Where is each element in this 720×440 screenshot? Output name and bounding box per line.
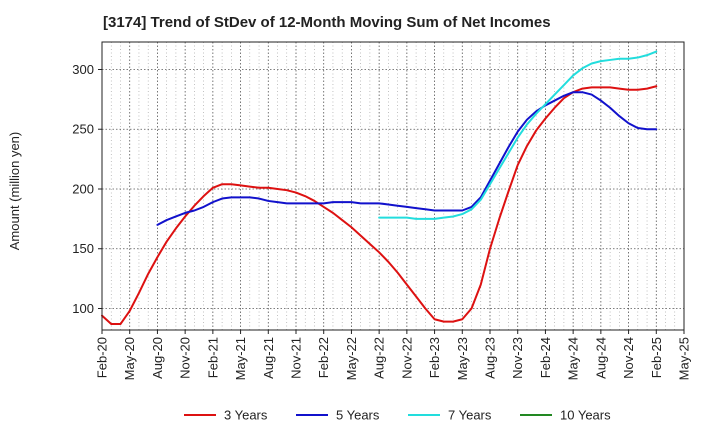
x-tick-label: Feb-24 bbox=[538, 337, 553, 378]
x-tick-label: May-24 bbox=[566, 337, 581, 380]
y-tick-label: 150 bbox=[72, 241, 94, 256]
x-tick-label: Aug-23 bbox=[483, 337, 498, 379]
y-tick-label: 300 bbox=[72, 62, 94, 77]
x-axis: Feb-20 May-20 Aug-20 Nov-20 Feb-21 May-21 Aug-… bbox=[95, 330, 692, 380]
x-tick-label: Feb-20 bbox=[95, 337, 110, 378]
series-line-5-years bbox=[156, 91, 658, 226]
x-tick-label: Aug-22 bbox=[372, 337, 387, 379]
x-tick-label: Nov-23 bbox=[510, 337, 525, 379]
legend-label: 3 Years bbox=[224, 408, 268, 423]
x-tick-label: May-25 bbox=[677, 337, 692, 380]
series-layer bbox=[101, 50, 658, 326]
x-tick-label: Nov-22 bbox=[399, 337, 414, 379]
x-tick-label: Aug-24 bbox=[593, 337, 608, 379]
y-tick-label: 200 bbox=[72, 181, 94, 196]
x-tick-label: May-23 bbox=[455, 337, 470, 380]
x-tick-label: Feb-25 bbox=[649, 337, 664, 378]
x-tick-label: May-22 bbox=[344, 337, 359, 380]
x-tick-label: Aug-21 bbox=[261, 337, 276, 379]
legend: 3 Years 5 Years 7 Years 10 Years bbox=[184, 408, 611, 423]
plot-frame bbox=[101, 41, 685, 331]
x-tick-label: Nov-20 bbox=[178, 337, 193, 379]
legend-label: 5 Years bbox=[336, 408, 380, 423]
chart-title: [3174] Trend of StDev of 12-Month Moving… bbox=[103, 14, 551, 31]
series-line-3-years bbox=[101, 85, 658, 326]
x-tick-label: Nov-24 bbox=[621, 337, 636, 379]
x-tick-label: Feb-23 bbox=[427, 337, 442, 378]
x-tick-label: Feb-22 bbox=[316, 337, 331, 378]
legend-label: 7 Years bbox=[448, 408, 492, 423]
x-tick-label: Feb-21 bbox=[205, 337, 220, 378]
x-tick-label: Aug-20 bbox=[150, 337, 165, 379]
series-line-7-years bbox=[378, 50, 658, 220]
y-tick-label: 100 bbox=[72, 301, 94, 316]
x-tick-label: May-21 bbox=[233, 337, 248, 380]
grid-layer bbox=[102, 42, 684, 330]
x-tick-label: May-20 bbox=[122, 337, 137, 380]
y-axis: 100 150 200 250 300 bbox=[72, 62, 102, 316]
legend-label: 10 Years bbox=[560, 408, 611, 423]
y-axis-title: Amount (million yen) bbox=[7, 132, 22, 251]
y-tick-label: 250 bbox=[72, 122, 94, 137]
x-tick-label: Nov-21 bbox=[289, 337, 304, 379]
